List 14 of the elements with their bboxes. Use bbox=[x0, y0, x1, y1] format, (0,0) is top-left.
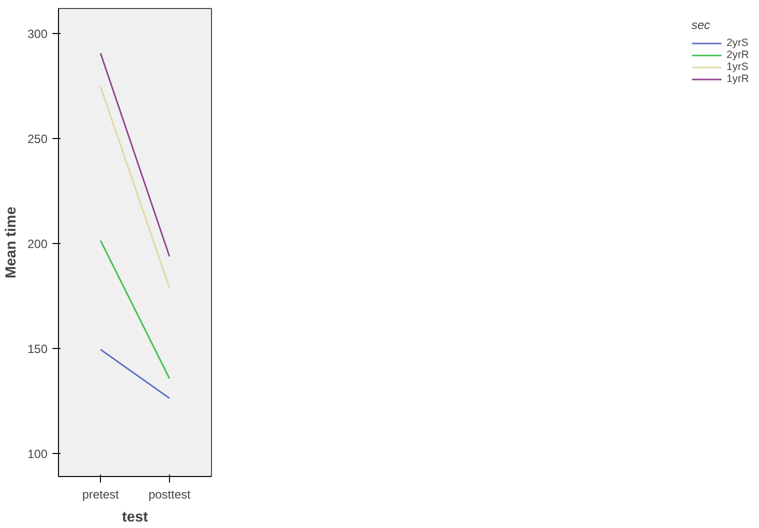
legend-label: 1yrR bbox=[726, 73, 749, 85]
y-tick-label: 250 bbox=[27, 132, 48, 146]
y-tick-label: 300 bbox=[27, 27, 48, 42]
legend-label: 2yrR bbox=[726, 49, 749, 61]
legend-label: 1yrS bbox=[726, 61, 748, 73]
y-tick-label: 150 bbox=[27, 342, 48, 356]
x-axis-title: test bbox=[122, 510, 148, 526]
y-tick-label: 100 bbox=[27, 446, 48, 461]
y-tick-label: 200 bbox=[27, 237, 48, 252]
legend-label: 2yrS bbox=[726, 37, 748, 49]
y-axis-title: Mean time bbox=[3, 206, 20, 278]
legend-title: sec bbox=[692, 18, 712, 32]
x-tick-label: pretest bbox=[82, 488, 120, 502]
x-tick-label: posttest bbox=[148, 488, 192, 502]
